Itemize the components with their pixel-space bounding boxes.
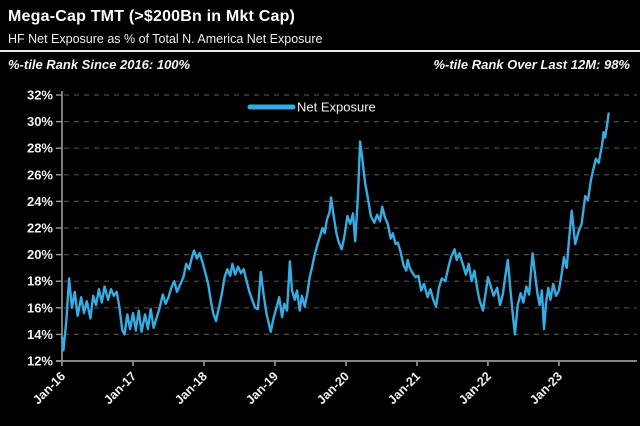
net-exposure-line-chart: 32% 30% 28% 26% 24% 22% 20% 18% 16% 14% 12%Jan-16 J… <box>27 88 637 408</box>
chart-legend: Net Exposure <box>247 100 376 115</box>
legend-label: Net Exposure <box>297 100 376 115</box>
y-tick-label: 32% <box>27 88 53 103</box>
y-tick-label: 30% <box>27 114 53 129</box>
chart-subtitle: HF Net Exposure as % of Total N. America… <box>8 32 323 46</box>
x-tick-label: Jan-21 <box>385 369 423 407</box>
y-tick-label: 26% <box>27 167 53 182</box>
axes <box>56 91 637 366</box>
percentile-rank-since-2016: %-tile Rank Since 2016: 100% <box>8 57 191 72</box>
y-tick-label: 14% <box>27 327 53 342</box>
page-title: Mega-Cap TMT (>$200Bn in Mkt Cap) <box>8 8 296 25</box>
y-tick-label: 28% <box>27 141 53 156</box>
header-divider <box>0 50 640 52</box>
x-tick-label: Jan-20 <box>314 369 352 407</box>
x-tick-label: Jan-18 <box>172 369 210 407</box>
y-tick-label: 24% <box>27 194 53 209</box>
y-tick-label: 18% <box>27 274 53 289</box>
percentile-rank-last-12m: %-tile Rank Over Last 12M: 98% <box>433 57 630 72</box>
x-tick-label: Jan-22 <box>456 369 494 407</box>
y-tick-label: 12% <box>27 354 53 369</box>
y-tick-label: 16% <box>27 300 53 315</box>
x-tick-label: Jan-16 <box>30 369 68 407</box>
x-tick-label: Jan-23 <box>527 369 565 407</box>
x-tick-label: Jan-19 <box>243 369 281 407</box>
net-exposure-series-line <box>60 112 610 352</box>
axis-labels: 32% 30% 28% 26% 24% 22% 20% 18% 16% 14% 12%Jan-16 J… <box>27 88 565 408</box>
y-tick-label: 22% <box>27 221 53 236</box>
x-tick-label: Jan-17 <box>101 369 139 407</box>
y-tick-label: 20% <box>27 247 53 262</box>
